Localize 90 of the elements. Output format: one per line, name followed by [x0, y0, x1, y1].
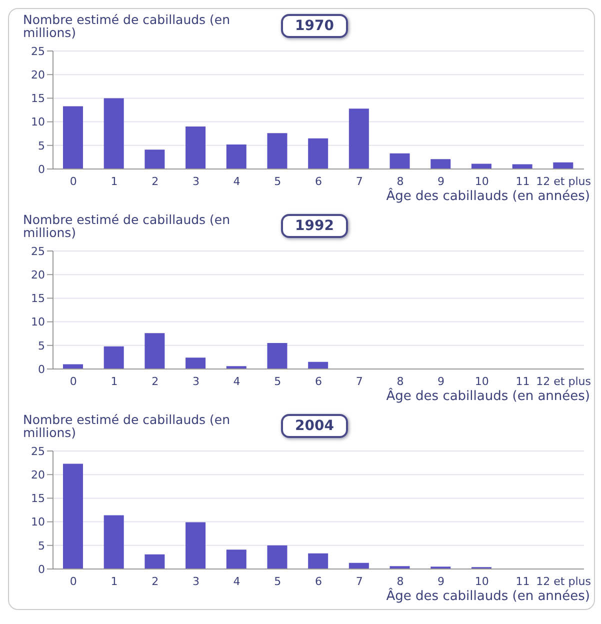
x-tick-label: 12 et plus: [536, 174, 592, 188]
bar: [104, 515, 124, 569]
x-tick-label: 8: [396, 374, 404, 388]
x-tick-label: 7: [356, 574, 363, 588]
y-tick-label: 0: [38, 362, 45, 376]
y-tick-label: 10: [31, 316, 45, 329]
x-tick-label: 5: [274, 174, 282, 188]
y-tick-label: 20: [31, 468, 45, 482]
bar: [186, 522, 206, 569]
y-tick-label: 5: [38, 139, 45, 152]
x-tick-label: 11: [516, 174, 530, 188]
bar: [186, 358, 206, 369]
bar: [144, 554, 165, 569]
y-tick-label: 15: [31, 492, 45, 506]
bar: [348, 108, 369, 169]
x-axis-title: Âge des cabillauds (en années): [386, 589, 590, 604]
x-tick-label: 5: [274, 374, 282, 388]
x-tick-label: 1: [110, 374, 118, 388]
x-tick-label: 0: [70, 174, 77, 188]
x-tick-label: 0: [70, 374, 77, 388]
bar: [430, 159, 451, 169]
bar: [186, 126, 206, 169]
bar: [553, 162, 574, 169]
x-tick-label: 3: [192, 374, 200, 388]
y-tick-label: 15: [31, 292, 45, 306]
y-tick-label: 0: [38, 162, 45, 176]
bar: [63, 464, 83, 569]
bar: [308, 553, 328, 569]
x-tick-label: 11: [516, 374, 530, 388]
x-tick-label: 9: [438, 174, 445, 188]
y-tick-label: 25: [31, 244, 45, 258]
x-tick-label: 9: [438, 374, 445, 388]
y-tick-label: 5: [38, 539, 45, 552]
x-tick-label: 8: [396, 174, 404, 188]
y-tick-label: 5: [38, 339, 45, 352]
bar: [104, 346, 124, 369]
x-tick-label: 1: [110, 174, 118, 188]
x-tick-label: 12 et plus: [536, 374, 592, 388]
x-tick-label: 11: [516, 574, 530, 588]
bar: [144, 333, 165, 369]
chart-title: 1970: [281, 14, 348, 38]
y-tick-label: 20: [31, 68, 45, 82]
x-tick-label: 7: [356, 174, 363, 188]
x-tick-label: 6: [315, 174, 322, 188]
x-tick-label: 2: [152, 574, 159, 588]
x-tick-label: 8: [396, 574, 404, 588]
y-tick-label: 25: [31, 44, 45, 58]
bar: [308, 138, 328, 169]
y-axis-title: Nombre estimé de cabillauds (en millions): [23, 212, 232, 240]
x-tick-label: 5: [274, 574, 282, 588]
x-tick-label: 4: [233, 574, 240, 588]
y-tick-label: 25: [31, 444, 45, 458]
chart-title: 1992: [281, 214, 348, 238]
x-tick-label: 10: [474, 174, 489, 188]
bar: [308, 362, 328, 369]
bar: [267, 133, 288, 169]
y-tick-label: 10: [31, 116, 45, 129]
x-axis-title: Âge des cabillauds (en années): [386, 389, 590, 404]
bar: [390, 153, 410, 169]
x-tick-label: 6: [315, 574, 322, 588]
x-tick-label: 10: [474, 374, 489, 388]
x-tick-label: 7: [356, 374, 363, 388]
x-tick-label: 9: [438, 574, 445, 588]
x-tick-label: 12 et plus: [536, 574, 592, 588]
bar: [348, 562, 369, 569]
x-tick-label: 1: [110, 574, 118, 588]
x-tick-label: 3: [192, 174, 200, 188]
x-tick-label: 3: [192, 574, 200, 588]
x-tick-label: 10: [474, 574, 489, 588]
y-tick-label: 0: [38, 562, 45, 576]
y-tick-label: 20: [31, 268, 45, 282]
x-tick-label: 6: [315, 374, 322, 388]
bar: [226, 144, 246, 169]
x-tick-label: 2: [152, 174, 159, 188]
y-axis-title: Nombre estimé de cabillauds (en millions): [23, 412, 232, 440]
bar: [267, 545, 288, 569]
y-tick-label: 15: [31, 92, 45, 106]
bar: [63, 106, 83, 169]
x-tick-label: 4: [233, 174, 240, 188]
x-axis-title: Âge des cabillauds (en années): [386, 189, 590, 204]
bar: [267, 343, 288, 369]
x-tick-label: 0: [70, 574, 77, 588]
chart-title: 2004: [281, 414, 348, 438]
y-tick-label: 10: [31, 516, 45, 529]
bar: [226, 550, 246, 569]
y-axis-title: Nombre estimé de cabillauds (en millions): [23, 12, 232, 40]
bar: [144, 150, 165, 169]
x-tick-label: 2: [152, 374, 159, 388]
x-tick-label: 4: [233, 374, 240, 388]
bar: [104, 98, 124, 169]
